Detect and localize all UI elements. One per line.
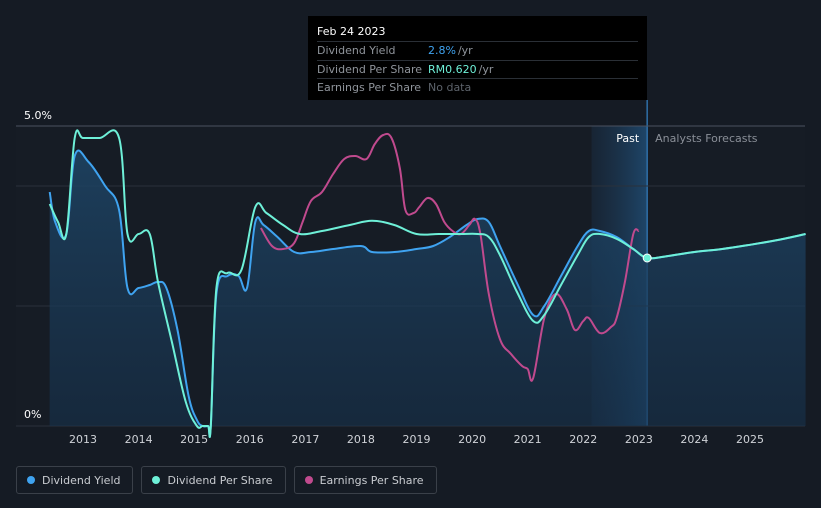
legend-label: Dividend Per Share — [167, 473, 273, 487]
tooltip-value: 2.8% — [428, 44, 456, 57]
forecast-label: Analysts Forecasts — [655, 132, 758, 145]
legend-earnings-per-share[interactable]: Earnings Per Share — [293, 466, 437, 494]
tooltip-value: No data — [428, 81, 472, 94]
legend-dot-icon — [152, 476, 161, 484]
tooltip-row-dividend-yield: Dividend Yield 2.8% /yr — [317, 41, 638, 60]
tooltip-label: Dividend Yield — [317, 44, 396, 57]
x-tick-label: 2021 — [514, 433, 542, 446]
x-tick-label: 2024 — [680, 433, 708, 446]
tooltip-row-dividend-per-share: Dividend Per Share RM0.620 /yr — [317, 59, 638, 79]
x-tick-label: 2025 — [736, 433, 764, 446]
x-tick-label: 2018 — [347, 433, 375, 446]
x-tick-label: 2017 — [291, 433, 319, 446]
x-tick-label: 2020 — [458, 433, 486, 446]
tooltip-unit: /yr — [478, 62, 494, 76]
legend-dividend-yield[interactable]: Dividend Yield — [16, 466, 134, 494]
tooltip: Feb 24 2023 Dividend Yield 2.8% /yr Divi… — [308, 16, 647, 100]
legend-label: Earnings Per Share — [319, 473, 424, 487]
x-tick-label: 2013 — [69, 433, 97, 446]
x-tick-label: 2014 — [125, 433, 153, 446]
y-tick-bottom: 0% — [24, 408, 41, 421]
x-tick-label: 2022 — [569, 433, 597, 446]
legend: Dividend Yield Dividend Per Share Earnin… — [16, 466, 437, 494]
x-tick-label: 2015 — [180, 433, 208, 446]
legend-dividend-per-share[interactable]: Dividend Per Share — [141, 466, 286, 494]
past-label: Past — [616, 132, 640, 145]
tooltip-date: Feb 24 2023 — [317, 25, 386, 38]
legend-dot-icon — [27, 476, 35, 484]
dividend-yield-area — [49, 150, 806, 437]
tooltip-row-earnings-per-share: Earnings Per Share No data — [317, 78, 638, 97]
tooltip-label: Dividend Per Share — [317, 62, 423, 76]
x-tick-label: 2023 — [625, 433, 653, 446]
dividend-per-share-line — [48, 129, 806, 438]
tooltip-label: Earnings Per Share — [317, 81, 422, 94]
x-tick-label: 2016 — [236, 433, 264, 446]
current-point-marker[interactable] — [642, 253, 652, 263]
y-tick-top: 5.0% — [24, 109, 52, 122]
x-tick-label: 2019 — [403, 433, 431, 446]
legend-label: Dividend Yield — [42, 473, 121, 487]
tooltip-unit: /yr — [457, 44, 473, 57]
dividend-yield-line — [48, 149, 806, 438]
legend-dot-icon — [304, 476, 313, 484]
tooltip-value: RM0.620 — [428, 62, 477, 76]
